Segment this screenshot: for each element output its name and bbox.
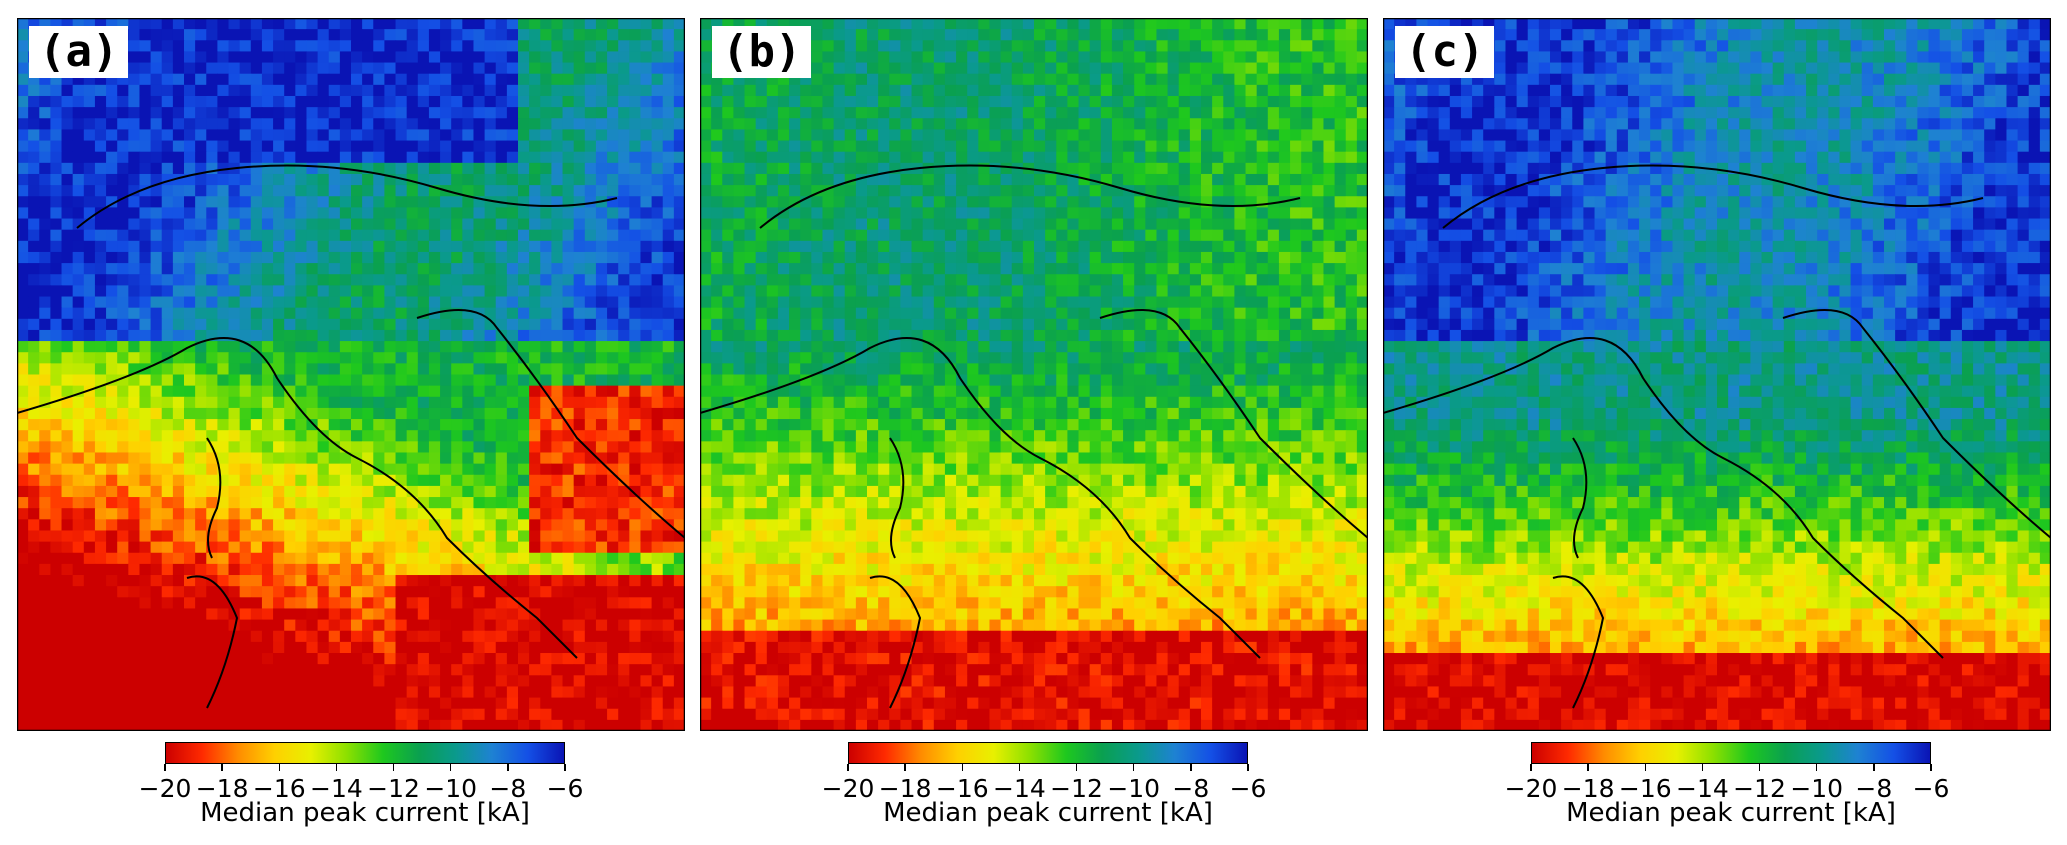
colorbar-b-ticks: −20 −18 −16 −14 −12 −10 −8 −6 <box>822 764 1266 804</box>
colorbar-tick-mark <box>1930 764 1932 771</box>
coastline <box>1099 309 1368 539</box>
coastline <box>700 337 1261 659</box>
coastline <box>76 164 618 229</box>
colorbar-c-ticks: −20 −18 −16 −14 −12 −10 −8 −6 <box>1505 764 1949 804</box>
panel-c: (c) −20 −18 −16 −14 −12 −10 −8 −6 Median peak c… <box>1366 0 2051 845</box>
colorbar-tick-label: −14 <box>1676 774 1729 803</box>
colorbar-tick-label: −18 <box>1561 774 1615 803</box>
colorbar-c-label: Median peak current [kA] <box>1566 798 1896 828</box>
colorbar-tick-mark <box>1132 764 1135 771</box>
colorbar-tick-label: −18 <box>195 774 249 803</box>
coastline <box>1572 437 1588 559</box>
colorbar-b-label: Median peak current [kA] <box>883 798 1213 828</box>
map-b-svg <box>700 18 1368 731</box>
colorbar-a-label: Median peak current [kA] <box>200 798 530 828</box>
colorbar-tick-label: −6 <box>1229 774 1267 803</box>
panel-b: (b) −20 −18 −16 −14 −12 −10 −8 −6 Median peak c… <box>683 0 1368 845</box>
colorbar-tick-label: −16 <box>252 774 306 803</box>
coastline <box>206 437 222 559</box>
panel-a-label: (a) <box>29 26 129 78</box>
colorbar-tick-label: −14 <box>310 774 363 803</box>
colorbar-tick-mark <box>164 764 166 771</box>
colorbar-tick-mark <box>278 764 281 771</box>
coastline <box>869 575 922 709</box>
map-a-svg <box>17 18 685 731</box>
map-b: (b) <box>700 18 1368 731</box>
colorbar-tick-label: −18 <box>878 774 932 803</box>
colorbar-tick-mark <box>1644 764 1647 771</box>
colorbar-tick-mark <box>221 764 223 771</box>
colorbar-tick-mark <box>1587 764 1589 771</box>
coastline <box>17 337 578 659</box>
coastline <box>889 437 905 559</box>
map-c: (c) <box>1383 18 2051 731</box>
colorbar-b <box>848 742 1248 764</box>
coastline <box>186 575 239 709</box>
colorbar-tick-label: −8 <box>1855 774 1893 803</box>
raster-grid <box>17 18 685 731</box>
coastline <box>1782 309 2051 539</box>
colorbar-tick-label: −10 <box>1790 774 1844 803</box>
panel-c-label: (c) <box>1395 26 1495 78</box>
colorbar-tick-label: −10 <box>1107 774 1161 803</box>
colorbar-tick-mark <box>904 764 906 771</box>
coastline <box>1442 164 1984 229</box>
colorbar-tick-label: −10 <box>424 774 478 803</box>
colorbar-tick-mark <box>1873 764 1875 771</box>
colorbar-tick-mark <box>449 764 452 771</box>
colorbar-tick-label: −16 <box>935 774 989 803</box>
colorbar-tick-mark <box>1247 764 1249 771</box>
colorbar-a-ticks: −20 −18 −16 −14 −12 −10 −8 −6 <box>139 764 583 804</box>
colorbar-c <box>1531 742 1931 764</box>
map-frame-border <box>1383 18 2051 731</box>
raster-grid <box>1383 18 2051 731</box>
colorbar-tick-label: −20 <box>821 774 875 803</box>
colorbar-tick-mark <box>335 764 338 771</box>
map-c-svg <box>1383 18 2051 731</box>
raster-grid <box>700 18 1368 731</box>
colorbar-tick-label: −12 <box>1733 774 1786 803</box>
colorbar-tick-label: −6 <box>546 774 584 803</box>
colorbar-tick-mark <box>1758 764 1761 771</box>
colorbar-tick-mark <box>507 764 509 771</box>
colorbar-a <box>165 742 565 764</box>
colorbar-tick-label: −20 <box>1504 774 1558 803</box>
colorbar-tick-mark <box>1075 764 1078 771</box>
coastline <box>759 164 1301 229</box>
colorbar-tick-label: −8 <box>489 774 527 803</box>
colorbar-tick-label: −16 <box>1618 774 1672 803</box>
colorbar-tick-label: −14 <box>993 774 1046 803</box>
colorbar-tick-label: −8 <box>1172 774 1210 803</box>
colorbar-tick-label: −12 <box>367 774 420 803</box>
colorbar-tick-mark <box>1190 764 1192 771</box>
colorbar-tick-mark <box>847 764 849 771</box>
coastline <box>1383 337 1944 659</box>
colorbar-tick-label: −6 <box>1912 774 1950 803</box>
colorbar-tick-mark <box>564 764 566 771</box>
coastline <box>416 309 685 539</box>
colorbar-tick-mark <box>1530 764 1532 771</box>
map-frame-border <box>700 18 1368 731</box>
colorbar-tick-label: −20 <box>138 774 192 803</box>
colorbar-tick-mark <box>961 764 964 771</box>
colorbar-tick-mark <box>392 764 395 771</box>
colorbar-tick-mark <box>1701 764 1704 771</box>
colorbar-tick-label: −12 <box>1050 774 1103 803</box>
colorbar-tick-mark <box>1815 764 1818 771</box>
panel-a: (a) −20 −18 −16 −14 −12 −10 −8 −6 Median peak c… <box>0 0 685 845</box>
coastline <box>1552 575 1605 709</box>
map-a: (a) <box>17 18 685 731</box>
colorbar-tick-mark <box>1018 764 1021 771</box>
panel-b-label: (b) <box>712 26 812 78</box>
map-frame-border <box>17 18 685 731</box>
